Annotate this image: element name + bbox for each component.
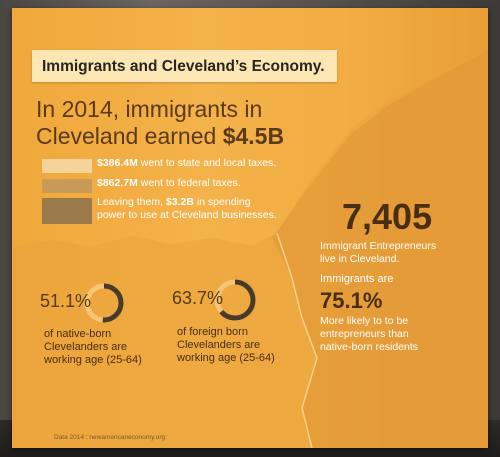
headline: In 2014, immigrants in Cleveland earned … — [36, 96, 326, 150]
tax-text-spending: Leaving them, $3.2B in spending power to … — [97, 196, 277, 221]
source-note: Data 2014 : newamericaneconomy.org — [54, 434, 166, 441]
pct-native-desc: of native-born Clevelanders are working … — [44, 328, 142, 366]
headline-line2: Cleveland earned $4.5B — [36, 123, 326, 150]
headline-amount: $4.5B — [222, 123, 285, 149]
mountain-silhouette — [12, 48, 488, 448]
pct-foreign-desc: of foreign born Clevelanders are working… — [177, 326, 275, 364]
tax-text-federal: $862.7M went to federal taxes. — [97, 177, 241, 189]
pct-foreign: 63.7% — [172, 288, 224, 308]
swatch-state — [42, 159, 92, 173]
entrepreneurs-desc: Immigrant Entrepreneurs live in Clevelan… — [320, 240, 437, 265]
entrepreneurs-number: 7,405 — [342, 196, 433, 237]
page-title: Immigrants and Cleveland’s Economy. — [42, 58, 325, 75]
headline-prefix: Cleveland earned — [36, 123, 223, 149]
ring-foreign — [214, 279, 256, 321]
pct-native: 51.1% — [40, 291, 92, 311]
likely-desc: More likely to to be entrepreneurs than … — [320, 315, 419, 353]
swatch-federal — [42, 179, 92, 193]
likely-label: Immigrants are — [320, 273, 394, 285]
tax-text-state: $386.4M went to state and local taxes. — [97, 157, 277, 169]
headline-line1: In 2014, immigrants in — [36, 96, 263, 122]
title-box: Immigrants and Cleveland’s Economy. — [32, 50, 337, 82]
ring-native — [84, 283, 124, 323]
swatch-spending — [42, 198, 92, 224]
infographic-banner: Immigrants and Cleveland’s Economy. In 2… — [12, 8, 488, 448]
likely-number: 75.1% — [320, 288, 383, 313]
